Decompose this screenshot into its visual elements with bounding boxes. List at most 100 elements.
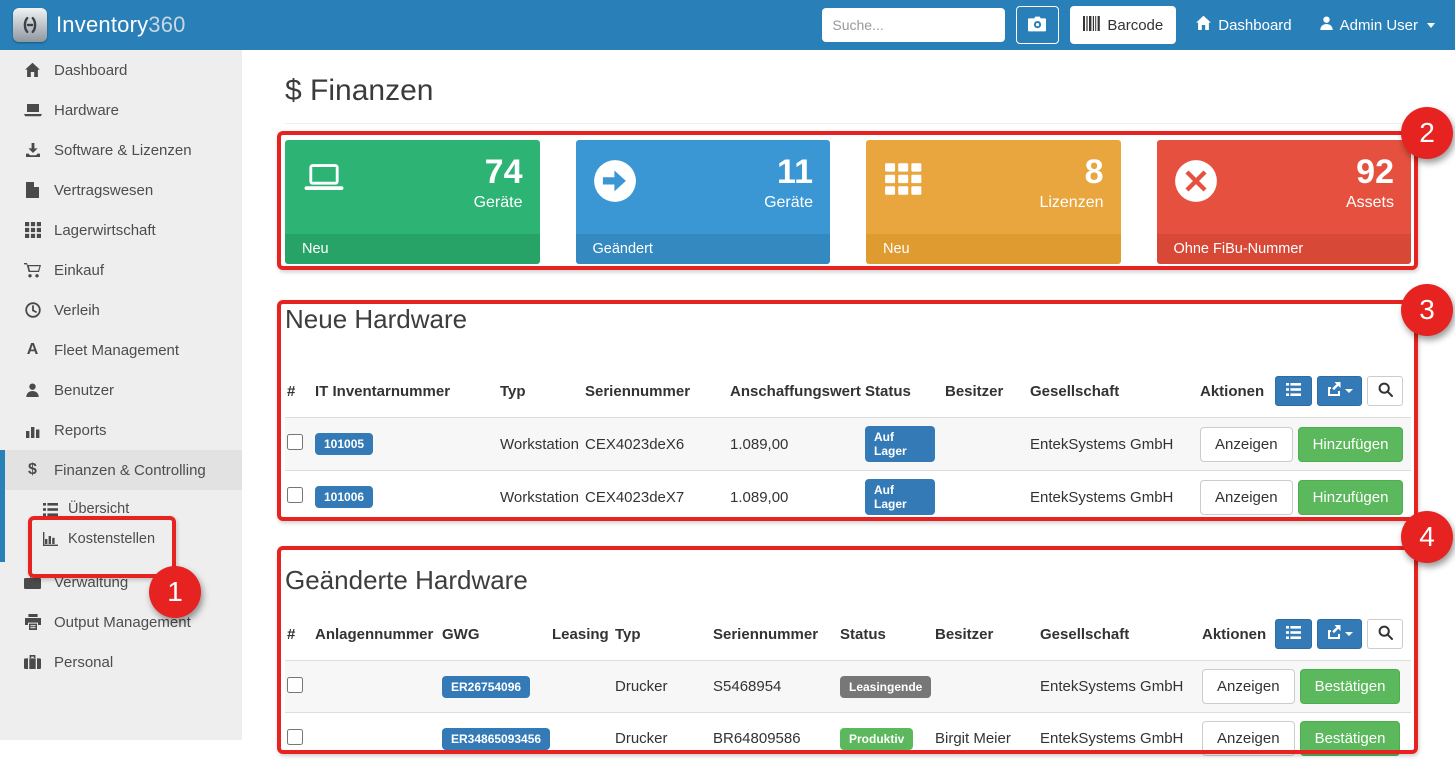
row-checkbox[interactable] [287,729,303,745]
bar-chart-icon [42,532,59,546]
cell-asset-number [313,713,440,764]
chevron-down-icon [1427,23,1435,28]
briefcase-icon [23,575,42,590]
table-row: ER26754096 Drucker S5468954 Leasingende … [285,661,1411,713]
cell-purchase-value: 1.089,00 [728,418,863,471]
stat-value: 92 [1346,153,1394,192]
table-row: 101005 Workstation CEX4023deX6 1.089,00 … [285,418,1411,471]
stat-card-new-licenses[interactable]: 8 Lizenzen Neu [866,140,1121,264]
table-row: 101006 Workstation CEX4023deX7 1.089,00 … [285,471,1411,524]
sidebar-item-fleet-management[interactable]: A Fleet Management [0,330,242,370]
row-checkbox[interactable] [287,677,303,693]
table-view-button[interactable] [1275,376,1312,406]
cell-type: Drucker [613,713,711,764]
chevron-down-icon [1345,389,1353,393]
sidebar-item-personal[interactable]: Personal [0,642,242,682]
cell-owner [933,661,1038,713]
cell-owner [943,471,1028,524]
sidebar-item-benutzer[interactable]: Benutzer [0,370,242,410]
sidebar-item-vertragswesen[interactable]: Vertragswesen [0,170,242,210]
export-dropdown-button[interactable] [1317,376,1362,406]
app-brand[interactable]: Inventory360 [0,8,186,42]
cell-type: Workstation [498,418,583,471]
show-button[interactable]: Anzeigen [1200,427,1293,462]
app-title: Inventory360 [56,12,186,38]
table-list-icon [1286,383,1301,400]
show-button[interactable]: Anzeigen [1202,669,1295,704]
dollar-icon: $ [285,74,302,107]
cell-type: Workstation [498,471,583,524]
status-badge: Auf Lager [865,426,935,462]
sidebar-item-dashboard[interactable]: Dashboard [0,50,242,90]
main-content: $ Finanzen 74 Geräte Neu 11 [242,50,1455,764]
status-badge: Auf Lager [865,479,935,515]
stat-card-changed-devices[interactable]: 11 Geräte Geändert [576,140,831,264]
sidebar-group-finanzen: $ Finanzen & Controlling Übersicht Koste… [0,450,242,562]
clock-icon [23,302,42,318]
cell-purchase-value: 1.089,00 [728,471,863,524]
stat-value: 8 [1039,153,1103,192]
add-button[interactable]: Hinzufügen [1298,427,1404,462]
status-badge: Leasingende [840,676,931,698]
status-badge: Produktiv [840,728,913,750]
row-checkbox[interactable] [287,434,303,450]
finanzen-submenu: Übersicht Kostenstellen [5,490,242,562]
sidebar-item-software[interactable]: Software & Lizenzen [0,130,242,170]
sidebar: Dashboard Hardware Software & Lizenzen V… [0,50,242,740]
cart-icon [23,262,42,278]
cell-company: EntekSystems GmbH [1028,471,1198,524]
sidebar-subitem-uebersicht[interactable]: Übersicht [5,494,242,524]
stat-value: 11 [764,153,813,192]
page-title: $ Finanzen [285,74,1411,124]
user-menu-button[interactable]: Admin User [1311,15,1443,35]
stat-card-new-devices[interactable]: 74 Geräte Neu [285,140,540,264]
user-icon [23,382,42,398]
export-dropdown-button[interactable] [1317,619,1362,649]
gwg-badge[interactable]: ER26754096 [442,676,530,698]
sidebar-item-lagerwirtschaft[interactable]: Lagerwirtschaft [0,210,242,250]
table-list-icon [1286,626,1301,643]
times-circle-icon [1174,159,1218,203]
user-menu-label: Admin User [1340,17,1418,34]
row-checkbox[interactable] [287,487,303,503]
camera-button[interactable] [1016,6,1059,44]
cell-owner: Birgit Meier [933,713,1038,764]
inventory-number-badge[interactable]: 101005 [315,433,373,455]
sidebar-item-verwaltung[interactable]: Verwaltung [0,562,242,602]
gwg-badge[interactable]: ER34865093456 [442,728,550,750]
show-button[interactable]: Anzeigen [1202,721,1295,756]
arrow-right-circle-icon [593,159,637,203]
table-header-row: # IT Inventarnummer Typ Seriennummer Ans… [285,367,1411,418]
table-search-button[interactable] [1367,619,1403,649]
sidebar-item-verleih[interactable]: Verleih [0,290,242,330]
dollar-icon: $ [23,462,42,478]
cell-company: EntekSystems GmbH [1038,661,1200,713]
sidebar-item-hardware[interactable]: Hardware [0,90,242,130]
sidebar-item-reports[interactable]: Reports [0,410,242,450]
barcode-icon [1083,15,1100,36]
export-icon [1327,382,1341,400]
add-button[interactable]: Hinzufügen [1298,480,1404,515]
show-button[interactable]: Anzeigen [1200,480,1293,515]
printer-icon [23,614,42,630]
confirm-button[interactable]: Bestätigen [1300,669,1401,704]
stat-footer-label: Neu [883,241,910,257]
sidebar-item-output-management[interactable]: Output Management [0,602,242,642]
download-icon [23,142,42,158]
table-view-button[interactable] [1275,619,1312,649]
laptop-icon [23,103,42,118]
nav-dashboard-link[interactable]: Dashboard [1187,15,1299,35]
cell-leasing [550,661,613,713]
camera-icon [1028,16,1047,35]
stat-footer-label: Ohne FiBu-Nummer [1174,241,1304,257]
search-input[interactable] [822,8,1005,42]
inventory-number-badge[interactable]: 101006 [315,486,373,508]
sidebar-subitem-kostenstellen[interactable]: Kostenstellen [5,524,242,554]
stat-card-assets-without-fibu[interactable]: 92 Assets Ohne FiBu-Nummer [1157,140,1412,264]
confirm-button[interactable]: Bestätigen [1300,721,1401,756]
sidebar-item-finanzen-controlling[interactable]: $ Finanzen & Controlling [5,450,242,490]
barcode-button[interactable]: Barcode [1070,6,1176,44]
sidebar-item-einkauf[interactable]: Einkauf [0,250,242,290]
changed-hardware-panel: Geänderte Hardware # Anlagennummer GWG L… [285,565,1411,764]
table-search-button[interactable] [1367,376,1403,406]
